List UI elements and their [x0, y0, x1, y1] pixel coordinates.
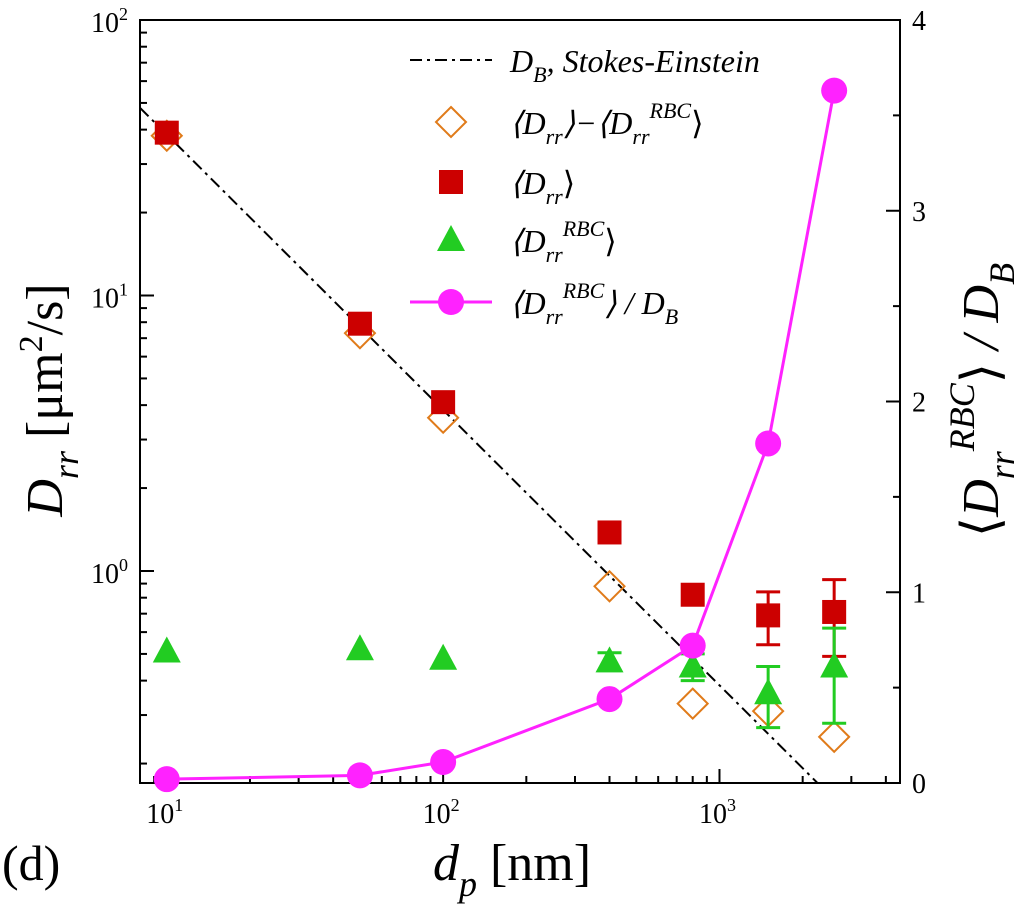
- legend: DB, Stokes-Einstein ⟨Drr⟩−⟨DrrRBC⟩ ⟨Drr⟩ ⟨D…: [410, 43, 760, 329]
- x-tick-label: 103: [699, 795, 736, 830]
- ratio-point: [153, 766, 180, 793]
- legend-symbol-total: [439, 170, 463, 194]
- ratio-point: [430, 749, 457, 776]
- total-point: [347, 311, 372, 336]
- legend-label-ratio: ⟨DrrRBC⟩ / DB: [510, 278, 678, 329]
- legend-label-diff-total-minus-rbc: ⟨Drr⟩−⟨DrrRBC⟩: [510, 98, 704, 149]
- legend-symbol-rbc: [437, 225, 465, 251]
- total-point: [597, 520, 622, 545]
- x-axis-label: dp [nm]: [433, 835, 591, 904]
- legend-label-stokes-einstein: DB, Stokes-Einstein: [509, 43, 760, 87]
- tick-labels: 101 102 103 100 101 102 0 1 2 3 4: [91, 4, 926, 830]
- axis-labels: dp [nm] Drr [μm2/s] ⟨DrrRBC⟩ / DB: [13, 263, 1022, 904]
- stokes-einstein-line: [140, 107, 819, 783]
- rbc-point: [595, 646, 624, 673]
- ratio-point: [346, 762, 373, 789]
- ratio-line: [166, 90, 836, 781]
- ratio-point: [755, 430, 782, 457]
- diff-total-minus-rbc-point: [593, 569, 626, 603]
- rbc-point: [820, 651, 849, 678]
- series-layer: [140, 107, 819, 783]
- y-left-tick-label: 100: [91, 555, 128, 590]
- legend-label-rbc: ⟨DrrRBC⟩: [510, 216, 617, 267]
- rbc-point: [754, 678, 783, 705]
- rbc-point: [345, 634, 374, 661]
- y-right-tick-label: 0: [912, 769, 926, 800]
- y-left-tick-label: 102: [91, 4, 128, 39]
- total-point: [756, 603, 781, 628]
- y-right-tick-label: 3: [912, 197, 926, 228]
- x-tick-label: 101: [146, 795, 183, 830]
- ratio-point: [596, 686, 623, 713]
- x-tick-label: 102: [423, 795, 460, 830]
- ratio-point: [679, 632, 706, 659]
- markers-layer: [150, 77, 851, 793]
- y-right-axis-label: ⟨DrrRBC⟩ / DB: [942, 263, 1022, 537]
- total-point: [822, 599, 847, 624]
- total-point: [154, 120, 179, 145]
- legend-symbol-ratio: [438, 289, 464, 315]
- y-right-tick-label: 2: [912, 388, 926, 419]
- rbc-point: [678, 651, 707, 678]
- rbc-point: [152, 636, 181, 663]
- y-right-tick-label: 4: [912, 6, 926, 37]
- rbc-point: [429, 643, 458, 670]
- total-point: [680, 582, 705, 607]
- y-left-axis-label: Drr [μm2/s]: [13, 283, 86, 517]
- legend-symbol-diff-total-minus-rbc: [434, 105, 468, 139]
- y-left-tick-label: 101: [91, 279, 128, 314]
- y-right-tick-label: 1: [912, 578, 926, 609]
- ratio-point: [821, 77, 848, 104]
- legend-label-total: ⟨Drr⟩: [510, 165, 575, 209]
- panel-label: (d): [2, 835, 61, 891]
- diff-total-minus-rbc-point: [676, 687, 710, 721]
- diff-total-minus-rbc-point: [817, 720, 851, 754]
- total-point: [431, 390, 456, 415]
